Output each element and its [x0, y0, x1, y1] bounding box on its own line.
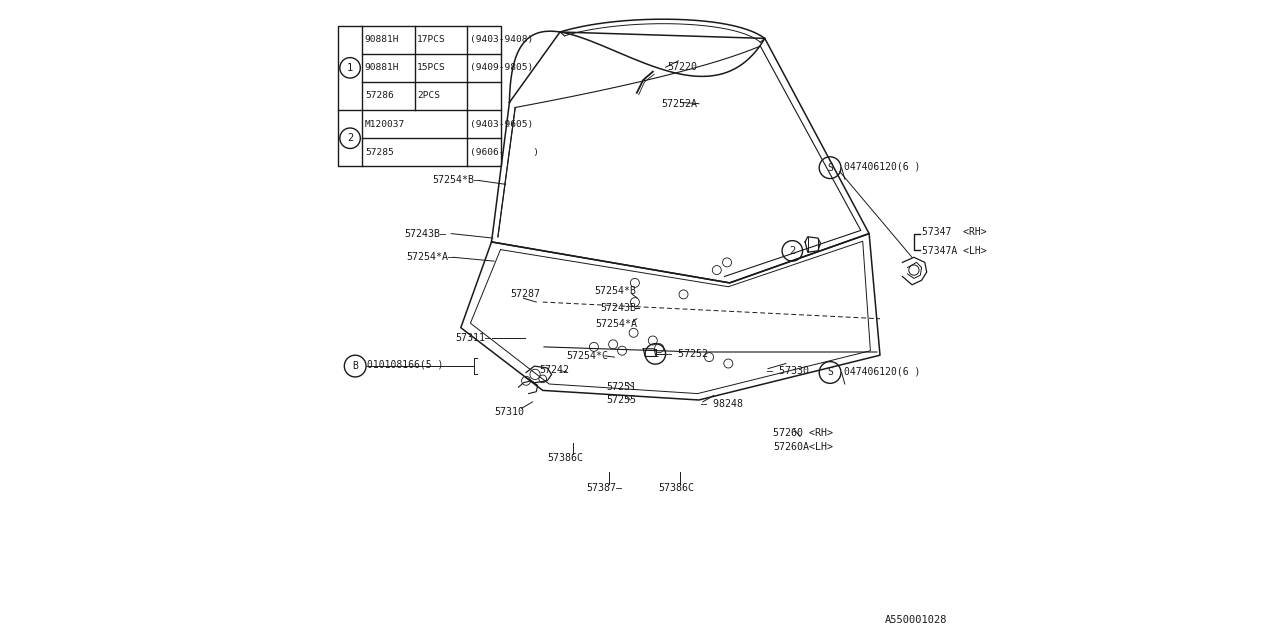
Text: 57347  <RH>: 57347 <RH> [922, 227, 986, 237]
Text: (9606-     ): (9606- ) [470, 148, 539, 157]
Text: 57254*A—: 57254*A— [407, 252, 454, 262]
Text: 57286: 57286 [365, 92, 393, 100]
Text: S: S [827, 367, 833, 378]
Text: 57220: 57220 [668, 62, 698, 72]
Text: 57285: 57285 [365, 148, 393, 157]
Text: 17PCS: 17PCS [417, 35, 445, 44]
Text: 57287: 57287 [511, 289, 540, 300]
Text: 2: 2 [347, 133, 353, 143]
Text: 57255: 57255 [607, 395, 636, 405]
Text: 57254*A: 57254*A [595, 319, 637, 330]
Text: — 57252: — 57252 [666, 349, 708, 359]
Text: 57347A <LH>: 57347A <LH> [922, 246, 986, 256]
Text: S: S [827, 163, 833, 173]
Text: 57243B—: 57243B— [404, 228, 447, 239]
Text: 90881H: 90881H [365, 35, 399, 44]
Text: 57254*B—: 57254*B— [433, 175, 480, 186]
Text: 57310: 57310 [494, 407, 524, 417]
Text: (9403-9605): (9403-9605) [470, 120, 532, 129]
Text: 57251: 57251 [607, 381, 636, 392]
Bar [338, 26, 502, 166]
Text: 15PCS: 15PCS [417, 63, 445, 72]
Text: 2PCS: 2PCS [417, 92, 440, 100]
Text: M120037: M120037 [365, 120, 404, 129]
Text: 57243B: 57243B [600, 303, 636, 314]
Text: 57386C: 57386C [548, 453, 584, 463]
Text: 1: 1 [653, 349, 658, 359]
Text: 047406120(6 ): 047406120(6 ) [844, 366, 920, 376]
Text: 57260 <RH>: 57260 <RH> [773, 428, 833, 438]
Text: 90881H: 90881H [365, 63, 399, 72]
Text: 57386C: 57386C [658, 483, 694, 493]
Text: 047406120(6 ): 047406120(6 ) [844, 161, 920, 172]
Text: 1: 1 [347, 63, 353, 73]
Text: 010108166(5 ): 010108166(5 ) [367, 360, 444, 370]
Text: 57311—: 57311— [456, 333, 492, 343]
Text: 57260A<LH>: 57260A<LH> [773, 442, 833, 452]
Text: 57254*B: 57254*B [594, 286, 636, 296]
Text: B: B [352, 361, 358, 371]
Text: (9409-9805): (9409-9805) [470, 63, 532, 72]
Text: A550001028: A550001028 [884, 614, 947, 625]
Text: 57242: 57242 [539, 365, 568, 375]
Text: 2: 2 [790, 246, 795, 256]
Text: (9403-9408): (9403-9408) [470, 35, 532, 44]
Text: — 57330: — 57330 [767, 366, 809, 376]
Text: 57387—: 57387— [586, 483, 622, 493]
Text: — 98248: — 98248 [701, 399, 742, 410]
Text: 57254*C: 57254*C [566, 351, 608, 361]
Text: 57252A: 57252A [662, 99, 698, 109]
